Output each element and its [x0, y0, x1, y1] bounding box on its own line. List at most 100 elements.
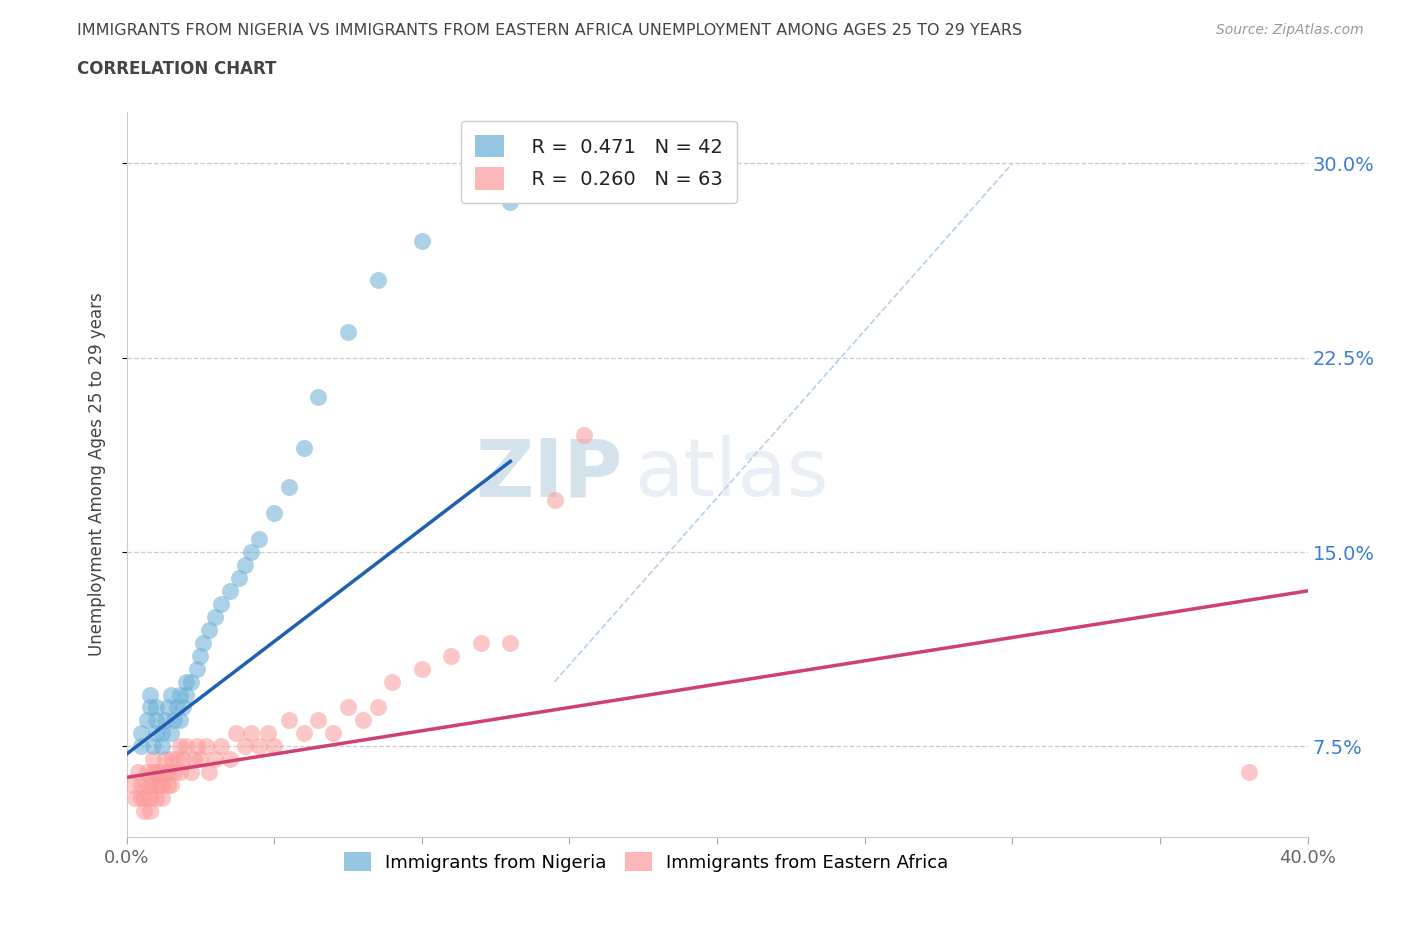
Text: IMMIGRANTS FROM NIGERIA VS IMMIGRANTS FROM EASTERN AFRICA UNEMPLOYMENT AMONG AGE: IMMIGRANTS FROM NIGERIA VS IMMIGRANTS FR…: [77, 23, 1022, 38]
Point: [249, 739, 271, 754]
Point: [134, 804, 156, 818]
Point: [239, 545, 262, 560]
Point: [228, 570, 250, 585]
Point: [233, 739, 256, 754]
Point: [153, 751, 176, 766]
Point: [150, 739, 173, 754]
Point: [204, 751, 226, 766]
Point: [145, 700, 167, 715]
Point: [188, 751, 212, 766]
Point: [308, 389, 330, 404]
Point: [134, 790, 156, 805]
Point: [322, 726, 344, 741]
Point: [139, 804, 162, 818]
Point: [139, 777, 162, 792]
Point: [156, 764, 179, 779]
Point: [209, 596, 232, 611]
Point: [204, 609, 226, 624]
Point: [543, 493, 565, 508]
Point: [150, 726, 173, 741]
Point: [148, 764, 170, 779]
Point: [136, 777, 159, 792]
Point: [499, 195, 522, 210]
Point: [337, 700, 360, 715]
Point: [169, 713, 191, 728]
Point: [169, 687, 191, 702]
Point: [263, 739, 285, 754]
Point: [145, 713, 167, 728]
Point: [145, 764, 167, 779]
Point: [381, 674, 404, 689]
Point: [174, 739, 197, 754]
Point: [166, 751, 188, 766]
Point: [127, 764, 149, 779]
Point: [440, 648, 463, 663]
Point: [153, 764, 176, 779]
Y-axis label: Unemployment Among Ages 25 to 29 years: Unemployment Among Ages 25 to 29 years: [87, 292, 105, 657]
Point: [186, 739, 208, 754]
Point: [142, 764, 165, 779]
Point: [337, 325, 360, 339]
Point: [136, 764, 159, 779]
Point: [219, 751, 242, 766]
Point: [160, 751, 183, 766]
Point: [263, 506, 285, 521]
Text: ZIP: ZIP: [475, 435, 623, 513]
Point: [367, 700, 389, 715]
Point: [172, 751, 194, 766]
Text: Source: ZipAtlas.com: Source: ZipAtlas.com: [1216, 23, 1364, 37]
Point: [292, 441, 315, 456]
Point: [278, 713, 301, 728]
Point: [129, 739, 153, 754]
Point: [257, 726, 280, 741]
Text: atlas: atlas: [634, 435, 828, 513]
Point: [198, 764, 221, 779]
Point: [169, 764, 191, 779]
Point: [148, 777, 170, 792]
Point: [249, 532, 271, 547]
Point: [367, 272, 389, 287]
Point: [411, 233, 433, 248]
Point: [308, 713, 330, 728]
Point: [129, 726, 153, 741]
Point: [166, 700, 188, 715]
Point: [156, 777, 179, 792]
Point: [142, 739, 165, 754]
Point: [198, 622, 221, 637]
Point: [150, 790, 173, 805]
Point: [180, 674, 202, 689]
Point: [180, 764, 202, 779]
Point: [470, 635, 492, 650]
Point: [188, 648, 212, 663]
Point: [219, 583, 242, 598]
Point: [186, 661, 208, 676]
Point: [574, 428, 596, 443]
Point: [499, 635, 522, 650]
Point: [278, 480, 301, 495]
Point: [172, 700, 194, 715]
Point: [239, 726, 262, 741]
Point: [174, 674, 197, 689]
Point: [153, 713, 176, 728]
Point: [352, 713, 374, 728]
Point: [136, 713, 159, 728]
Point: [160, 726, 183, 741]
Point: [139, 687, 162, 702]
Point: [169, 739, 191, 754]
Point: [292, 726, 315, 741]
Point: [156, 700, 179, 715]
Point: [233, 558, 256, 573]
Point: [150, 777, 173, 792]
Point: [121, 777, 143, 792]
Point: [142, 751, 165, 766]
Point: [160, 687, 183, 702]
Point: [174, 687, 197, 702]
Point: [1237, 764, 1260, 779]
Legend: Immigrants from Nigeria, Immigrants from Eastern Africa: Immigrants from Nigeria, Immigrants from…: [336, 845, 956, 879]
Point: [145, 790, 167, 805]
Point: [139, 790, 162, 805]
Point: [124, 790, 146, 805]
Point: [209, 739, 232, 754]
Point: [129, 777, 153, 792]
Point: [129, 790, 153, 805]
